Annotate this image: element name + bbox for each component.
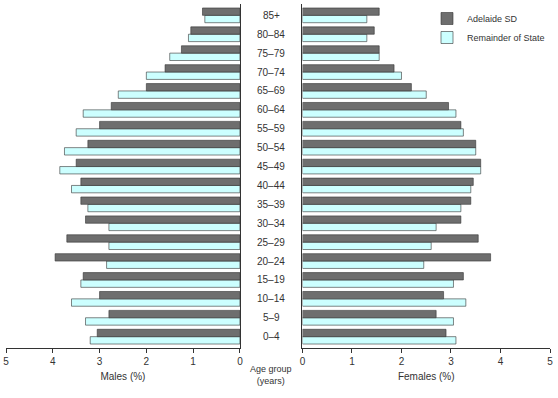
svg-text:45–49: 45–49: [257, 161, 285, 172]
svg-text:10–14: 10–14: [257, 293, 285, 304]
svg-text:Age group(years): Age group(years): [250, 364, 292, 386]
svg-text:25–29: 25–29: [257, 237, 285, 248]
svg-text:15–19: 15–19: [257, 274, 285, 285]
svg-text:1: 1: [349, 356, 355, 367]
svg-text:3: 3: [97, 356, 103, 367]
svg-text:70–74: 70–74: [257, 67, 285, 78]
svg-text:Adelaide SD: Adelaide SD: [467, 14, 518, 24]
svg-text:2: 2: [144, 356, 150, 367]
svg-text:5–9: 5–9: [263, 312, 280, 323]
svg-text:Remainder of State: Remainder of State: [467, 33, 545, 43]
svg-text:0: 0: [300, 356, 306, 367]
svg-text:2: 2: [399, 356, 405, 367]
svg-text:65–69: 65–69: [257, 85, 285, 96]
svg-text:85+: 85+: [263, 10, 280, 21]
svg-text:40–44: 40–44: [257, 180, 285, 191]
svg-text:30–34: 30–34: [257, 218, 285, 229]
svg-text:Females (%): Females (%): [398, 371, 455, 382]
svg-text:55–59: 55–59: [257, 123, 285, 134]
svg-text:3: 3: [448, 356, 454, 367]
svg-text:35–39: 35–39: [257, 199, 285, 210]
svg-text:20–24: 20–24: [257, 256, 285, 267]
svg-text:50–54: 50–54: [257, 142, 285, 153]
svg-text:60–64: 60–64: [257, 104, 285, 115]
svg-text:0: 0: [237, 356, 243, 367]
svg-text:0–4: 0–4: [263, 331, 280, 342]
svg-text:80–84: 80–84: [257, 29, 285, 40]
svg-text:4: 4: [498, 356, 504, 367]
svg-text:1: 1: [190, 356, 196, 367]
svg-text:4: 4: [50, 356, 56, 367]
svg-text:5: 5: [3, 356, 9, 367]
svg-text:5: 5: [547, 356, 553, 367]
svg-text:Males (%): Males (%): [100, 371, 145, 382]
svg-text:75–79: 75–79: [257, 48, 285, 59]
